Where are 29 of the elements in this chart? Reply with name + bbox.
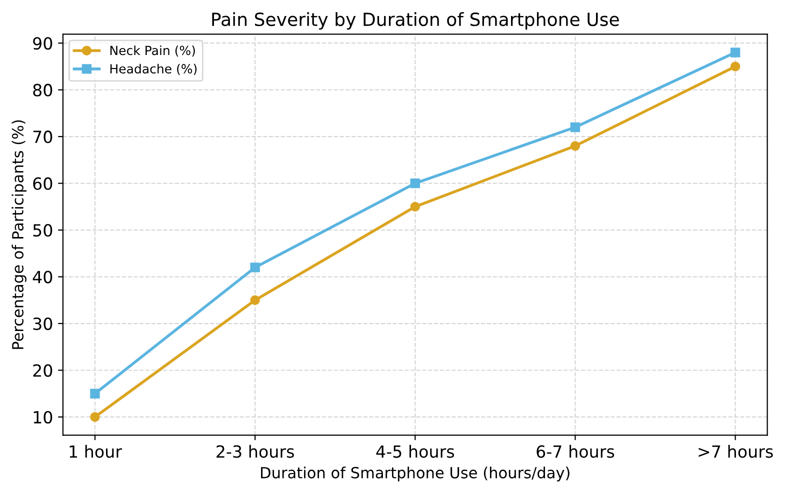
point bbox=[570, 122, 580, 132]
legend-label: Neck Pain (%) bbox=[110, 45, 195, 57]
x-tick-label: 6-7 hours bbox=[536, 444, 614, 458]
x-axis-title: Duration of Smartphone Use (hours/day) bbox=[261, 466, 570, 482]
point bbox=[90, 412, 100, 422]
point bbox=[410, 178, 420, 188]
point bbox=[90, 388, 100, 398]
y-tick-label: 70 bbox=[33, 130, 52, 144]
y-tick-label: 90 bbox=[33, 37, 52, 50]
point bbox=[250, 262, 260, 272]
x-tick-label: >7 hours bbox=[698, 444, 773, 458]
y-tick-label: 30 bbox=[33, 317, 52, 330]
y-axis-title: Percentage of Participants (%) bbox=[12, 120, 26, 349]
y-tick-label: 60 bbox=[33, 177, 52, 190]
point bbox=[730, 48, 740, 58]
y-tick-label: 20 bbox=[33, 364, 52, 377]
point bbox=[410, 202, 420, 212]
x-tick-label: 2-3 hours bbox=[216, 444, 294, 458]
x-tick-label: 1 hour bbox=[70, 444, 122, 458]
chart-title: Pain Severity by Duration of Smartphone Use bbox=[212, 12, 619, 30]
x-tick-label: 4-5 hours bbox=[376, 444, 454, 458]
point bbox=[250, 295, 260, 306]
point bbox=[730, 62, 740, 72]
y-tick-label: 80 bbox=[33, 84, 52, 96]
y-tick-label: 50 bbox=[33, 224, 52, 237]
y-tick-label: 40 bbox=[32, 270, 52, 284]
legend-label: Headache (%) bbox=[110, 64, 197, 75]
y-tick-label: 10 bbox=[34, 410, 52, 424]
point bbox=[570, 141, 580, 151]
